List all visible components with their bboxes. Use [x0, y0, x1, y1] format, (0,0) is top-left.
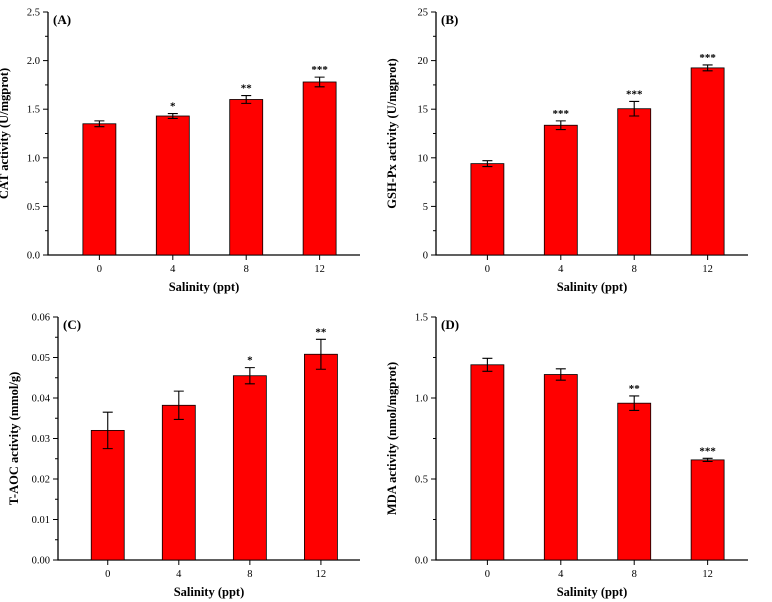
panel-label: (B): [441, 12, 458, 27]
y-tick-label: 1.5: [415, 313, 428, 324]
error-bar: [702, 457, 713, 463]
error-bar: [241, 95, 252, 104]
x-tick-label: 12: [702, 569, 713, 580]
x-tick-label: 8: [244, 264, 249, 275]
panel-label: (A): [53, 12, 71, 27]
y-tick-label: 0.05: [32, 353, 50, 364]
bar: [617, 108, 652, 256]
error-bar: [315, 338, 326, 370]
y-tick-label: 0.06: [32, 313, 50, 324]
error-bar: [94, 120, 105, 128]
error-bar: [555, 120, 566, 131]
significance-label: **: [241, 83, 253, 95]
x-tick-label: 12: [316, 569, 327, 580]
x-tick-label: 4: [170, 264, 176, 275]
bar: [690, 67, 725, 256]
y-tick-label: 1.0: [27, 153, 40, 164]
y-axis-title: MDA activity (nmol/mgprot): [385, 362, 399, 515]
error-bar: [167, 113, 178, 119]
y-axis-title: GSH-Px activity (U/mgprot): [385, 58, 399, 208]
x-tick-label: 4: [558, 264, 564, 275]
error-bar: [482, 357, 493, 372]
x-axis-title: Salinity (ppt): [174, 585, 245, 599]
significance-label: ***: [699, 445, 716, 457]
error-bar: [173, 390, 184, 421]
error-bar: [702, 64, 713, 72]
y-tick-label: 0: [423, 251, 428, 262]
error-bar: [555, 368, 566, 381]
y-tick-label: 0.04: [32, 394, 51, 405]
y-tick-label: 15: [418, 105, 429, 116]
y-tick-label: 0.00: [32, 556, 50, 567]
y-tick-label: 0.5: [415, 475, 428, 486]
y-tick-label: 0.03: [32, 434, 50, 445]
y-tick-label: 0.0: [27, 251, 40, 262]
bar: [82, 123, 117, 256]
significance-label: **: [315, 326, 327, 338]
bar: [304, 353, 338, 561]
error-bar: [629, 100, 640, 117]
y-axis-title: T-AOC activity (mmol/g): [7, 372, 21, 506]
y-tick-label: 1.5: [27, 105, 40, 116]
significance-label: **: [629, 383, 641, 395]
significance-label: *: [170, 101, 176, 113]
y-tick-label: 1.0: [415, 394, 428, 405]
x-tick-label: 0: [97, 264, 102, 275]
bar: [155, 115, 190, 256]
y-tick-label: 2.5: [27, 8, 40, 19]
error-bar: [314, 76, 325, 88]
bar: [232, 375, 267, 561]
significance-label: ***: [626, 88, 643, 100]
error-bar: [482, 160, 493, 168]
bar: [90, 429, 125, 561]
y-tick-label: 20: [418, 56, 429, 67]
y-tick-label: 10: [418, 153, 429, 164]
error-bar: [244, 367, 255, 385]
bar: [543, 124, 578, 256]
x-tick-label: 8: [247, 569, 252, 580]
significance-label: ***: [699, 52, 716, 64]
chart-panel-3: 0.00 0.01 0.02 0.03 0.04 0.05 0.06 0 4 8 * 12 ** (C) S…: [7, 313, 360, 599]
bar: [470, 364, 505, 561]
x-axis-title: Salinity (ppt): [557, 585, 628, 599]
bar: [229, 99, 264, 256]
bar: [543, 374, 578, 561]
x-tick-label: 8: [632, 264, 637, 275]
bar: [617, 402, 652, 561]
y-tick-label: 5: [423, 202, 428, 213]
significance-label: *: [247, 355, 253, 367]
significance-label: ***: [553, 108, 570, 120]
y-axis-title: CAT activity (U/mgprot): [0, 68, 11, 199]
y-tick-label: 0.5: [27, 202, 40, 213]
chart-panel-1: 0.0 0.5 1.0 1.5 2.0 2.5 0 4 * 8 ** 12 *** (A) Salinity…: [0, 8, 360, 294]
bar: [470, 163, 505, 256]
y-tick-label: 0.02: [32, 475, 50, 486]
x-tick-label: 0: [485, 264, 490, 275]
x-axis-title: Salinity (ppt): [169, 280, 240, 294]
panel-label: (D): [441, 317, 459, 332]
x-tick-label: 0: [485, 569, 490, 580]
bar: [302, 81, 337, 256]
x-tick-label: 0: [105, 569, 110, 580]
x-tick-label: 8: [632, 569, 637, 580]
y-tick-label: 2.0: [27, 56, 40, 67]
x-tick-label: 4: [176, 569, 182, 580]
y-tick-label: 0.01: [32, 515, 50, 526]
y-tick-label: 0.0: [415, 556, 428, 567]
x-tick-label: 4: [558, 569, 564, 580]
y-tick-label: 25: [418, 8, 429, 19]
significance-label: ***: [311, 64, 328, 76]
x-tick-label: 12: [702, 264, 713, 275]
bar: [161, 404, 196, 561]
panel-label: (C): [63, 317, 81, 332]
chart-panel-4: 0.0 0.5 1.0 1.5 0 4 8 ** 12 *** (D) Salinity (ppt) M…: [385, 313, 748, 599]
x-axis-title: Salinity (ppt): [557, 280, 628, 294]
bar: [690, 459, 725, 561]
error-bar: [629, 395, 640, 412]
chart-panel-2: 0 5 10 15 20 25 0 4 *** 8 *** 12 *** (B) Salinity (ppt…: [385, 8, 748, 294]
error-bar: [102, 411, 113, 450]
x-tick-label: 12: [314, 264, 325, 275]
